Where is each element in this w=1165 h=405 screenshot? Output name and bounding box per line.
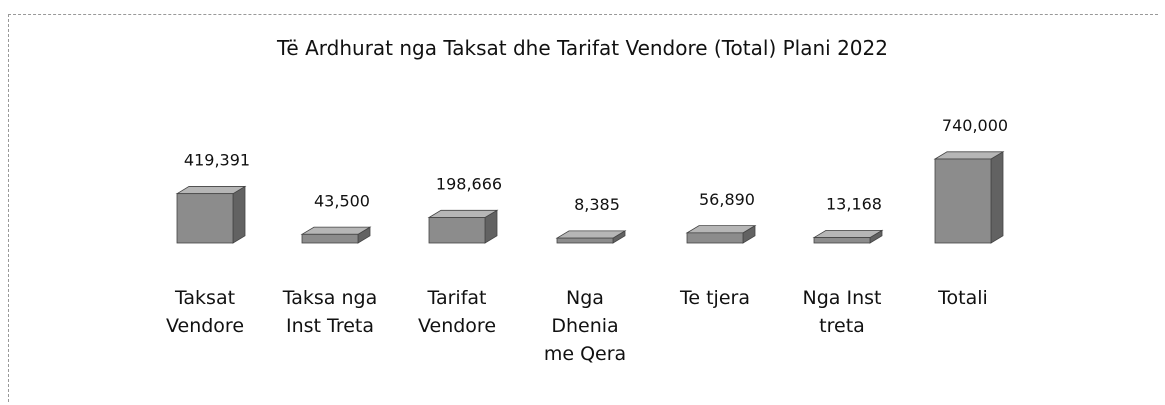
bar-top (555, 230, 627, 239)
category-label: Totali (938, 287, 988, 309)
chart-title: Të Ardhurat nga Taksat dhe Tarifat Vendo… (277, 36, 888, 60)
data-label: 8,385 (574, 195, 620, 214)
frame (8, 14, 1158, 402)
bar (686, 232, 744, 244)
category-label: Nga Inst treta (802, 287, 882, 337)
bar (428, 217, 486, 244)
category-label: Tarifat Vendore (417, 287, 497, 337)
data-label: 56,890 (699, 190, 755, 209)
data-label: 13,168 (826, 195, 882, 214)
bar-side (232, 185, 246, 244)
bar-side (990, 151, 1004, 244)
data-label: 740,000 (942, 116, 1008, 135)
bar-top (812, 229, 884, 238)
bar (176, 193, 234, 244)
data-label: 43,500 (314, 191, 370, 210)
category-label: Te tjera (680, 287, 750, 309)
bar-top (300, 226, 372, 235)
bar (556, 237, 614, 244)
bar-top (685, 225, 757, 234)
category-label: Taksat Vendore (165, 287, 245, 337)
data-label: 198,666 (436, 175, 502, 194)
bar-top (175, 186, 247, 195)
bar (813, 237, 871, 244)
bar (934, 158, 992, 244)
category-label: Nga Dhenia me Qera (543, 287, 627, 365)
data-label: 419,391 (184, 151, 250, 170)
bar-top (427, 209, 499, 218)
category-label: Taksa nga Inst Treta (282, 287, 378, 337)
bar (301, 233, 359, 244)
bar-top (933, 151, 1005, 160)
